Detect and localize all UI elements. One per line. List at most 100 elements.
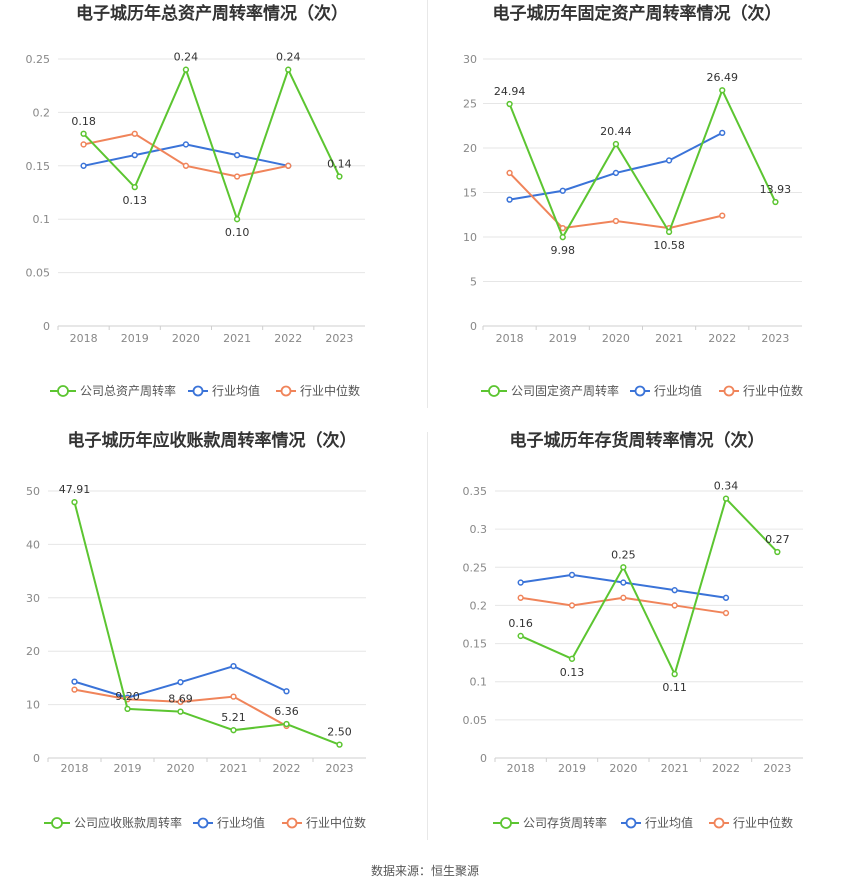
data-point-median[interactable] — [671, 602, 678, 609]
legend-item-median[interactable]: 行业中位数 — [282, 815, 366, 830]
legend-label: 行业中位数 — [306, 815, 366, 830]
data-point-company[interactable] — [665, 228, 673, 235]
series-line-company — [520, 496, 779, 677]
legend-item-avg[interactable]: 行业均值 — [193, 815, 265, 830]
data-point-company[interactable] — [506, 100, 513, 108]
data-point-median[interactable] — [568, 602, 576, 609]
data-point-median[interactable] — [230, 693, 237, 700]
data-point-avg[interactable] — [177, 679, 184, 686]
data-point-avg[interactable] — [80, 162, 87, 169]
x-tick-label: 2021 — [655, 332, 683, 345]
data-point-avg[interactable] — [559, 187, 566, 194]
data-point-median[interactable] — [285, 162, 292, 169]
data-point-avg[interactable] — [233, 151, 241, 159]
data-label: 8.69 — [168, 693, 193, 706]
data-point-company[interactable] — [774, 548, 781, 556]
data-point-company[interactable] — [620, 564, 627, 571]
x-tick-label: 2022 — [273, 762, 301, 775]
data-point-company[interactable] — [230, 727, 237, 734]
data-point-company[interactable] — [612, 140, 620, 148]
y-tick-label: 0 — [470, 320, 477, 333]
data-point-avg[interactable] — [71, 678, 78, 685]
chart-svg: 电子城历年总资产周转率情况（次） 0 0.05 0.1 0.15 0.2 0.25 2018 2… — [26, 3, 365, 398]
panel-divider-top — [427, 0, 428, 408]
legend-item-median[interactable]: 行业中位数 — [709, 815, 793, 830]
x-tick-label: 2018 — [496, 332, 524, 345]
data-label: 0.14 — [327, 157, 352, 170]
legend-item-company[interactable]: 公司存货周转率 — [493, 815, 607, 830]
x-tick-label: 2022 — [274, 332, 302, 345]
data-point-avg[interactable] — [719, 129, 726, 137]
data-point-median[interactable] — [506, 169, 513, 177]
legend-item-avg[interactable]: 行业均值 — [188, 383, 260, 398]
chart-svg: 电子城历年应收账款周转率情况（次） 0 10 20 30 40 50 2018 2019 2020… — [26, 430, 366, 830]
legend-item-median[interactable]: 行业中位数 — [276, 383, 360, 398]
data-point-avg[interactable] — [506, 196, 513, 203]
x-tick-label: 2020 — [609, 762, 637, 775]
series-line-avg — [83, 143, 289, 167]
x-tick-label: 2023 — [763, 762, 791, 775]
data-point-company[interactable] — [177, 708, 184, 715]
legend-item-company[interactable]: 公司固定资产周转率 — [481, 383, 619, 398]
data-point-median[interactable] — [722, 609, 730, 617]
data-point-avg[interactable] — [665, 157, 673, 164]
data-point-median[interactable] — [131, 130, 138, 137]
data-point-median[interactable] — [620, 594, 627, 601]
data-point-avg[interactable] — [131, 151, 138, 159]
data-point-median[interactable] — [719, 212, 726, 219]
data-point-avg[interactable] — [612, 169, 620, 177]
data-point-median[interactable] — [233, 173, 241, 180]
data-point-avg[interactable] — [182, 141, 190, 148]
data-point-company[interactable] — [568, 655, 576, 662]
x-tick-label: 2023 — [761, 332, 789, 345]
data-point-company[interactable] — [285, 66, 292, 73]
data-point-company[interactable] — [722, 495, 730, 502]
data-point-median[interactable] — [612, 217, 620, 225]
legend-item-median[interactable]: 行业中位数 — [719, 383, 803, 398]
data-point-avg[interactable] — [620, 579, 627, 586]
data-point-median[interactable] — [559, 224, 566, 232]
legend-marker-icon — [197, 817, 209, 829]
data-point-median[interactable] — [517, 594, 524, 601]
data-point-company[interactable] — [559, 234, 566, 241]
legend-label: 行业均值 — [645, 815, 693, 830]
data-point-avg[interactable] — [722, 594, 730, 601]
data-point-avg[interactable] — [283, 688, 290, 695]
data-point-median[interactable] — [182, 162, 190, 169]
legend-label: 行业中位数 — [300, 383, 360, 398]
legend-item-avg[interactable]: 行业均值 — [630, 383, 702, 398]
legend-item-company[interactable]: 公司应收账款周转率 — [44, 815, 182, 830]
data-point-company[interactable] — [233, 216, 241, 223]
legend-item-avg[interactable]: 行业均值 — [621, 815, 693, 830]
data-point-company[interactable] — [671, 670, 678, 678]
data-point-company[interactable] — [719, 87, 726, 94]
data-point-avg[interactable] — [568, 571, 576, 579]
data-label: 0.34 — [714, 480, 739, 493]
data-point-avg[interactable] — [517, 579, 524, 586]
data-point-company[interactable] — [182, 66, 190, 73]
data-point-company[interactable] — [71, 499, 78, 506]
data-point-company[interactable] — [124, 705, 131, 713]
data-point-company[interactable] — [336, 741, 343, 748]
series-line-median — [83, 132, 289, 178]
legend-item-company[interactable]: 公司总资产周转率 — [50, 383, 176, 398]
data-point-median[interactable] — [71, 686, 78, 693]
x-tick-label: 2021 — [223, 332, 251, 345]
legend-label: 公司总资产周转率 — [80, 383, 176, 398]
legend-marker-icon — [488, 385, 500, 397]
data-point-company[interactable] — [336, 173, 343, 180]
data-point-company[interactable] — [517, 632, 524, 640]
data-point-median[interactable] — [80, 141, 87, 148]
panel-divider-bottom — [427, 432, 428, 840]
chart-inventory-turnover: 电子城历年存货周转率情况（次） 0 0.05 0.1 0.15 0.2 0.25 0.3 0.3… — [425, 430, 850, 850]
data-point-company[interactable] — [283, 720, 290, 728]
y-tick-label: 0.35 — [463, 485, 488, 498]
x-tick-label: 2022 — [712, 762, 740, 775]
data-point-median[interactable] — [177, 698, 184, 706]
data-point-company[interactable] — [131, 184, 138, 191]
data-label: 0.13 — [123, 194, 148, 207]
data-point-company[interactable] — [80, 130, 87, 137]
data-point-avg[interactable] — [230, 663, 237, 670]
data-point-company[interactable] — [772, 198, 779, 206]
data-point-avg[interactable] — [671, 587, 678, 594]
